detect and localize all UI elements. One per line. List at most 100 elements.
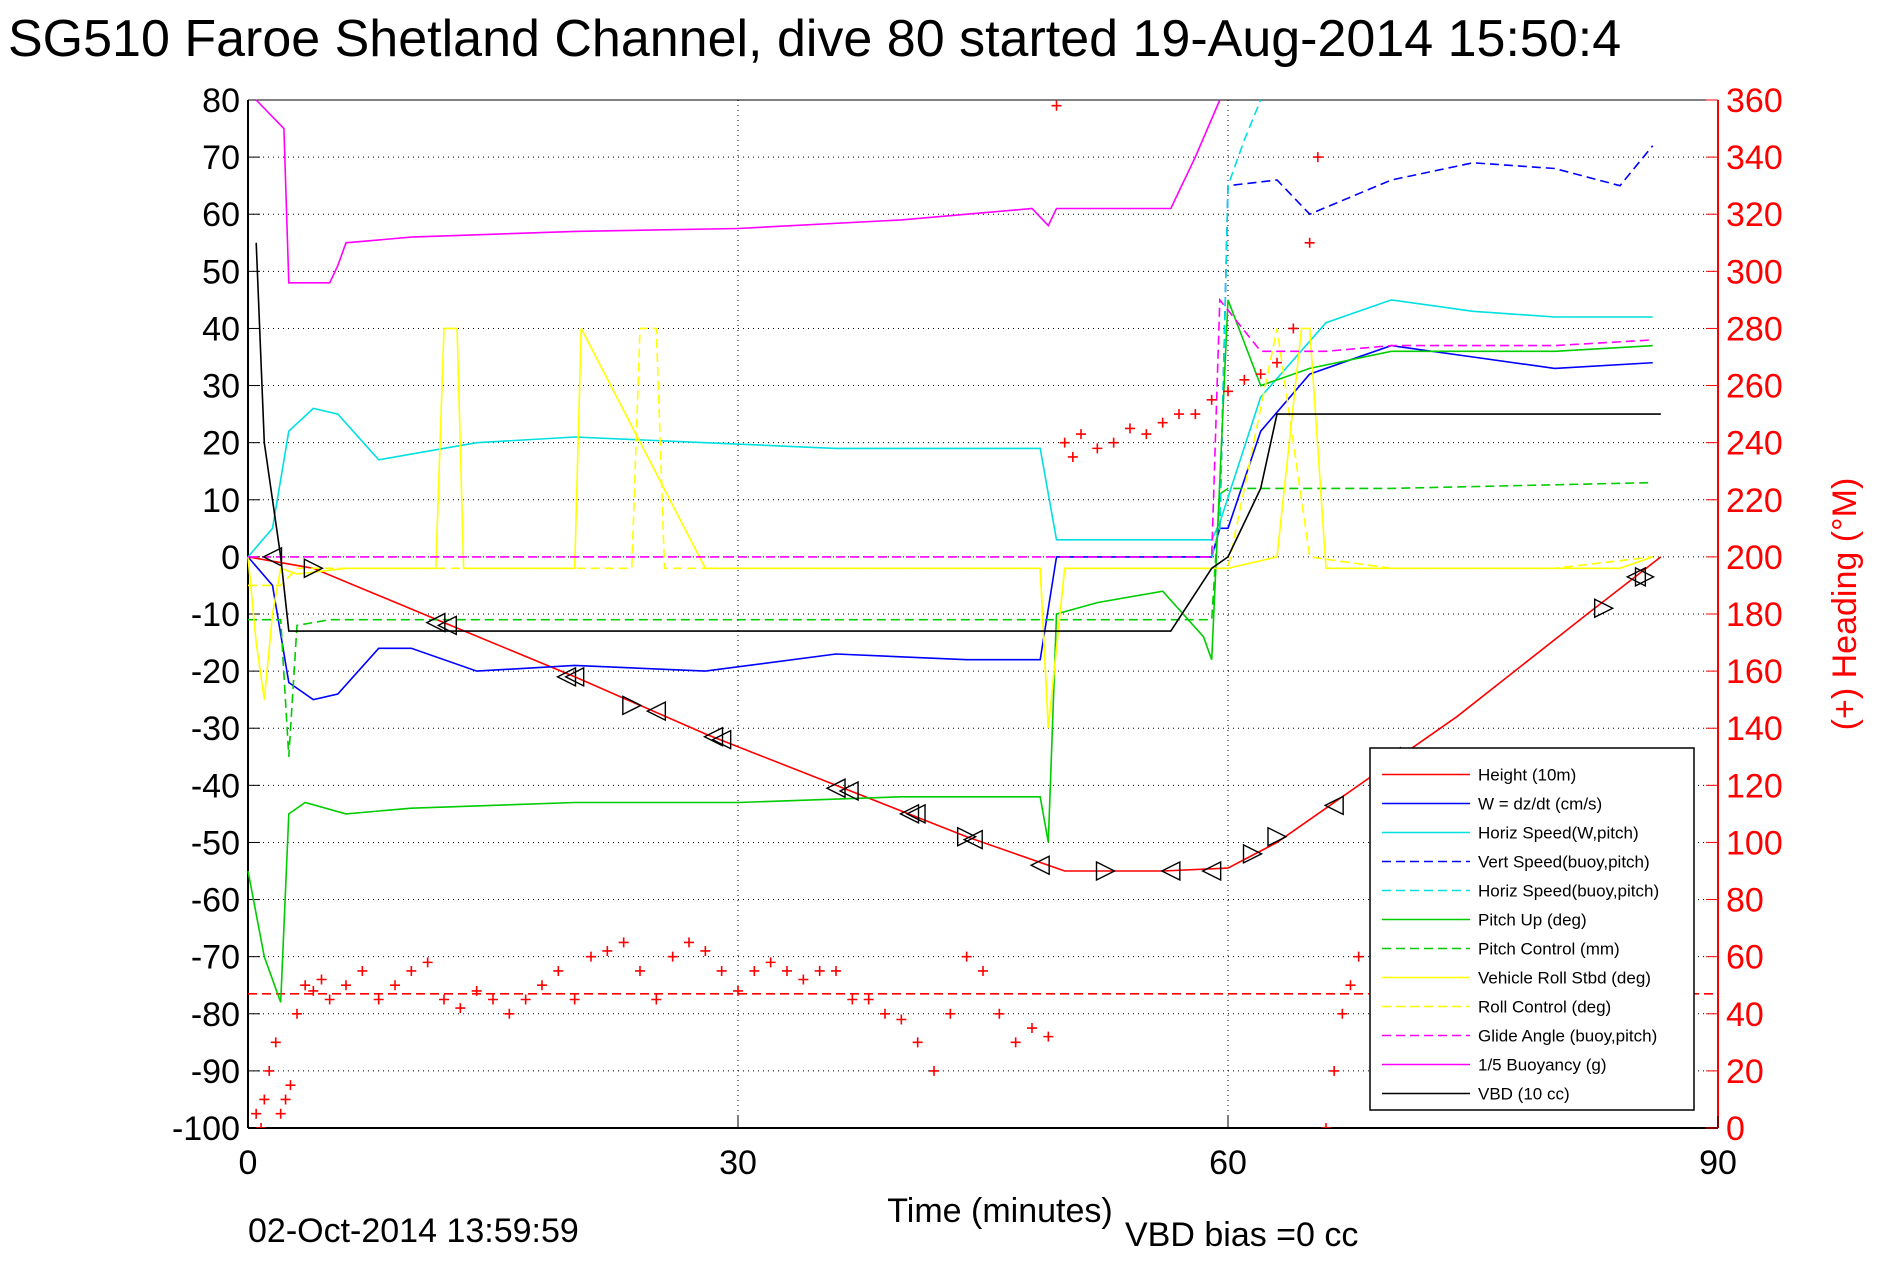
y-left-tick-label--50: -50 — [191, 824, 240, 862]
heading-point-23 — [504, 1008, 515, 1019]
heading-point-22 — [488, 994, 498, 1005]
direction-marker-26 — [1634, 566, 1656, 588]
y-right-tick-label-260: 260 — [1726, 368, 1783, 406]
heading-point-30 — [618, 937, 629, 948]
heading-point-35 — [700, 945, 711, 956]
x-tick-label-60: 60 — [1209, 1144, 1247, 1182]
y-left-tick-label--10: -10 — [191, 596, 240, 634]
heading-point-9 — [300, 980, 311, 991]
y-right-tick-label-360: 360 — [1726, 82, 1783, 120]
heading-point-1 — [256, 1123, 267, 1128]
right-axis-label: (+) Heading (°M) — [1826, 478, 1864, 731]
heading-point-58 — [1059, 437, 1070, 448]
series-line-8 — [248, 327, 1653, 729]
heading-point-57 — [1051, 100, 1062, 111]
legend-label-10: 1/5 Buoyancy (g) — [1478, 1056, 1607, 1075]
heading-point-43 — [831, 965, 841, 976]
heading-point-52 — [978, 965, 988, 976]
heading-point-4 — [270, 1037, 281, 1048]
direction-marker-0 — [261, 546, 283, 568]
heading-point-7 — [285, 1080, 296, 1091]
heading-point-18 — [422, 957, 433, 968]
y-left-tick-label--20: -20 — [191, 653, 240, 691]
heading-point-72 — [1272, 357, 1282, 368]
direction-marker-18 — [1160, 860, 1181, 882]
heading-point-80 — [1353, 951, 1364, 962]
direction-marker-3 — [436, 615, 457, 636]
heading-point-73 — [1288, 323, 1299, 334]
direction-marker-24 — [1593, 598, 1615, 619]
heading-point-34 — [684, 937, 694, 948]
heading-point-6 — [280, 1094, 291, 1105]
heading-point-62 — [1108, 437, 1119, 448]
heading-point-38 — [749, 965, 760, 976]
y-left-tick-label-50: 50 — [202, 253, 240, 291]
heading-point-25 — [537, 980, 547, 991]
legend-label-5: Pitch Up (deg) — [1478, 911, 1587, 930]
legend-label-8: Roll Control (deg) — [1478, 998, 1611, 1017]
direction-marker-16 — [1029, 855, 1050, 876]
heading-point-12 — [324, 994, 335, 1005]
y-right-tick-label-200: 200 — [1726, 539, 1783, 577]
y-left-tick-label--40: -40 — [191, 767, 240, 805]
heading-point-77 — [1329, 1065, 1340, 1076]
y-right-tick-label-40: 40 — [1726, 996, 1764, 1034]
heading-points — [251, 100, 1397, 1128]
y-left-tick-label--100: -100 — [172, 1110, 240, 1148]
heading-point-53 — [994, 1008, 1005, 1019]
direction-marker-11 — [838, 780, 859, 802]
plot-area: 0 30 60 9080706050403020100-10-20-30-40-50-… — [172, 82, 1783, 1182]
legend-label-0: Height (10m) — [1478, 766, 1576, 785]
legend-label-6: Pitch Control (mm) — [1478, 940, 1620, 959]
y-left-tick-label-10: 10 — [202, 482, 240, 520]
direction-marker-25 — [1625, 566, 1647, 588]
direction-marker-9 — [711, 729, 732, 750]
heading-point-55 — [1027, 1023, 1037, 1034]
direction-marker-17 — [1095, 860, 1117, 882]
y-right-tick-label-20: 20 — [1726, 1053, 1764, 1091]
heading-point-47 — [896, 1014, 907, 1025]
heading-point-64 — [1141, 429, 1152, 440]
y-left-tick-label--30: -30 — [191, 710, 240, 748]
y-right-tick-label-0: 0 — [1726, 1110, 1745, 1148]
x-tick-label-30: 30 — [719, 1144, 757, 1182]
direction-marker-15 — [962, 829, 983, 850]
heading-point-75 — [1312, 152, 1323, 163]
direction-marker-21 — [1267, 826, 1288, 847]
x-tick-label-0: 0 — [239, 1144, 258, 1182]
y-right-tick-label-280: 280 — [1726, 310, 1783, 348]
series-line-1 — [247, 344, 1653, 701]
heading-point-11 — [316, 974, 327, 985]
y-left-tick-label-0: 0 — [221, 539, 240, 577]
heading-point-14 — [357, 965, 368, 976]
heading-point-42 — [814, 965, 825, 976]
heading-point-20 — [455, 1003, 466, 1014]
heading-point-16 — [390, 980, 400, 991]
series-line-6 — [248, 481, 1653, 757]
direction-marker-7 — [645, 700, 667, 722]
chart-title: SG510 Faroe Shetland Channel, dive 80 st… — [8, 10, 1621, 68]
heading-point-27 — [569, 994, 580, 1005]
series-line-10 — [255, 99, 1221, 284]
series-line-2 — [247, 299, 1653, 558]
heading-point-61 — [1092, 443, 1103, 454]
legend-label-1: W = dz/dt (cm/s) — [1478, 795, 1602, 814]
direction-marker-20 — [1242, 843, 1264, 864]
legend: Height (10m) W = dz/dt (cm/s) Horiz Speed(… — [1369, 747, 1695, 1111]
series-line-5 — [247, 299, 1653, 1003]
heading-point-13 — [341, 980, 351, 991]
y-left-tick-label--80: -80 — [191, 996, 240, 1034]
heading-point-41 — [798, 974, 809, 985]
legend-label-2: Horiz Speed(W,pitch) — [1478, 824, 1639, 843]
legend-label-4: Horiz Speed(buoy,pitch) — [1478, 882, 1659, 901]
x-axis-label: Time (minutes) — [887, 1192, 1112, 1230]
y-right-tick-label-140: 140 — [1726, 710, 1783, 748]
y-right-tick-label-100: 100 — [1726, 824, 1783, 862]
heading-point-29 — [602, 945, 613, 956]
y-left-tick-label-30: 30 — [202, 368, 240, 406]
heading-point-33 — [667, 951, 678, 962]
heading-point-24 — [520, 994, 531, 1005]
heading-point-68 — [1206, 394, 1217, 405]
y-right-tick-label-220: 220 — [1726, 482, 1783, 520]
heading-point-79 — [1345, 980, 1356, 991]
